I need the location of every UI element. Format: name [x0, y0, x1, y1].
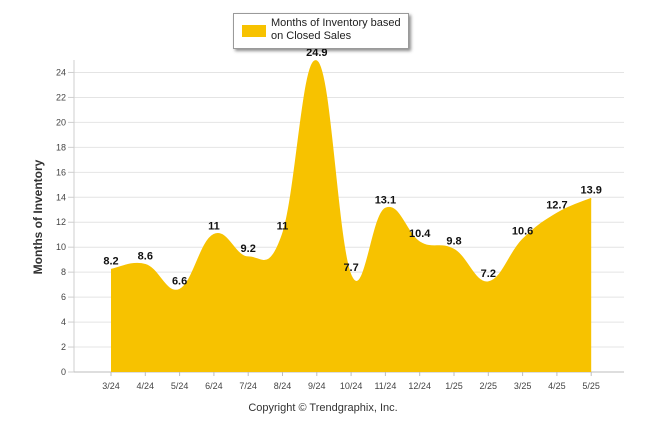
series-line — [110, 60, 592, 292]
y-tick-label: 12 — [56, 217, 66, 227]
data-label: 7.2 — [481, 268, 496, 280]
y-axis-title: Months of Inventory — [31, 159, 45, 274]
y-tick-label: 24 — [56, 67, 66, 77]
chart-legend: Months of Inventory based on Closed Sale… — [233, 13, 409, 49]
y-tick-label: 6 — [61, 292, 66, 302]
data-label: 13.9 — [580, 185, 601, 197]
data-label: 11 — [277, 221, 289, 233]
legend-label-line2: on Closed Sales — [271, 30, 352, 42]
data-label: 9.8 — [446, 236, 461, 248]
x-tick-label: 6/24 — [205, 381, 223, 391]
x-tick-label: 9/24 — [308, 381, 326, 391]
y-tick-label: 22 — [56, 92, 66, 102]
x-tick-label: 1/25 — [445, 381, 463, 391]
data-label: 9.2 — [241, 243, 256, 255]
y-tick-label: 10 — [56, 242, 66, 252]
legend-label-line1: Months of Inventory based — [271, 17, 401, 29]
data-label: 12.7 — [546, 200, 567, 212]
y-tick-label: 16 — [56, 167, 66, 177]
y-tick-label: 0 — [61, 367, 66, 377]
data-label: 6.6 — [172, 276, 187, 288]
copyright-text: Copyright © Trendgraphix, Inc. — [248, 402, 398, 414]
y-tick-label: 8 — [61, 267, 66, 277]
x-tick-label: 2/25 — [480, 381, 498, 391]
data-label: 11 — [208, 221, 220, 233]
data-label: 7.7 — [343, 262, 358, 274]
area-fill — [111, 60, 592, 373]
x-tick-label: 3/25 — [514, 381, 532, 391]
y-tick-label: 2 — [61, 342, 66, 352]
x-tick-label: 8/24 — [274, 381, 292, 391]
legend-label: Months of Inventory based on Closed Sale… — [271, 17, 409, 43]
area-series — [110, 60, 592, 373]
y-tick-label: 4 — [61, 317, 66, 327]
x-tick-label: 5/24 — [171, 381, 189, 391]
data-label: 8.6 — [138, 251, 153, 263]
y-tick-label: 18 — [56, 142, 66, 152]
x-tick-label: 7/24 — [239, 381, 257, 391]
x-tick-label: 3/24 — [102, 381, 120, 391]
x-tick-label: 12/24 — [408, 381, 431, 391]
x-tick-label: 10/24 — [340, 381, 363, 391]
x-tick-label: 11/24 — [374, 381, 396, 391]
data-label: 13.1 — [375, 195, 396, 207]
legend-swatch — [242, 25, 266, 37]
data-labels: 8.2 8.6 6.6 11 9.2 11 24.9 7.7 13.1 10.4 9.8 7.2 10.… — [103, 47, 602, 287]
y-tick-label: 20 — [56, 117, 66, 127]
x-tick-label: 5/25 — [582, 381, 600, 391]
data-label: 10.4 — [409, 228, 431, 240]
x-tick-label: 4/24 — [137, 381, 155, 391]
y-tick-label: 14 — [56, 192, 66, 202]
data-label: 8.2 — [103, 256, 118, 268]
x-tick-label: 4/25 — [548, 381, 566, 391]
x-axis-ticks: 3/24 4/24 5/24 6/24 7/24 8/24 9/24 10/24 11/24 12… — [102, 372, 600, 391]
data-label: 10.6 — [512, 226, 533, 238]
data-label: 24.9 — [306, 47, 327, 59]
